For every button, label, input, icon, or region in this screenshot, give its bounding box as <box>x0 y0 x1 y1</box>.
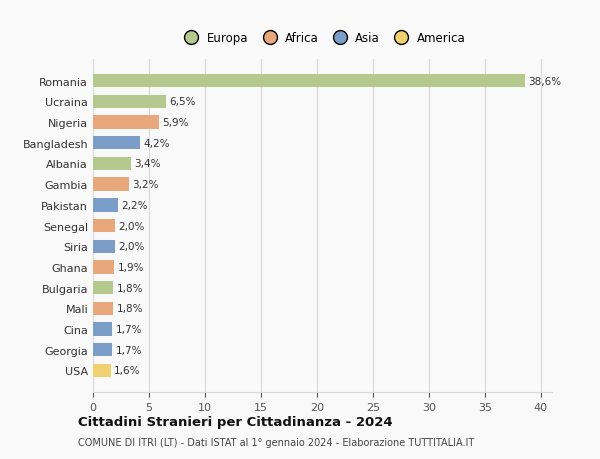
Bar <box>93 116 159 129</box>
Bar <box>93 240 115 253</box>
Bar <box>93 199 118 212</box>
Bar <box>93 261 114 274</box>
Bar <box>93 302 113 315</box>
Text: 2,0%: 2,0% <box>119 242 145 252</box>
Text: 1,9%: 1,9% <box>118 263 144 272</box>
Text: 1,8%: 1,8% <box>116 283 143 293</box>
Text: 1,7%: 1,7% <box>115 345 142 355</box>
Text: 3,2%: 3,2% <box>132 180 158 190</box>
Text: Cittadini Stranieri per Cittadinanza - 2024: Cittadini Stranieri per Cittadinanza - 2… <box>78 415 392 428</box>
Bar <box>93 323 112 336</box>
Text: 4,2%: 4,2% <box>143 139 170 148</box>
Text: 38,6%: 38,6% <box>529 77 562 86</box>
Bar <box>93 281 113 295</box>
Text: 1,7%: 1,7% <box>115 325 142 334</box>
Text: 1,6%: 1,6% <box>114 366 141 375</box>
Text: 2,2%: 2,2% <box>121 201 148 210</box>
Text: 1,8%: 1,8% <box>116 304 143 313</box>
Bar <box>93 178 129 191</box>
Text: 3,4%: 3,4% <box>134 159 161 169</box>
Legend: Europa, Africa, Asia, America: Europa, Africa, Asia, America <box>179 32 466 45</box>
Bar <box>93 95 166 109</box>
Text: COMUNE DI ITRI (LT) - Dati ISTAT al 1° gennaio 2024 - Elaborazione TUTTITALIA.IT: COMUNE DI ITRI (LT) - Dati ISTAT al 1° g… <box>78 437 474 447</box>
Bar <box>93 343 112 357</box>
Text: 6,5%: 6,5% <box>169 97 196 107</box>
Text: 5,9%: 5,9% <box>163 118 189 128</box>
Bar <box>93 364 111 377</box>
Text: 2,0%: 2,0% <box>119 221 145 231</box>
Bar <box>93 75 525 88</box>
Bar <box>93 157 131 171</box>
Bar <box>93 137 140 150</box>
Bar <box>93 219 115 233</box>
